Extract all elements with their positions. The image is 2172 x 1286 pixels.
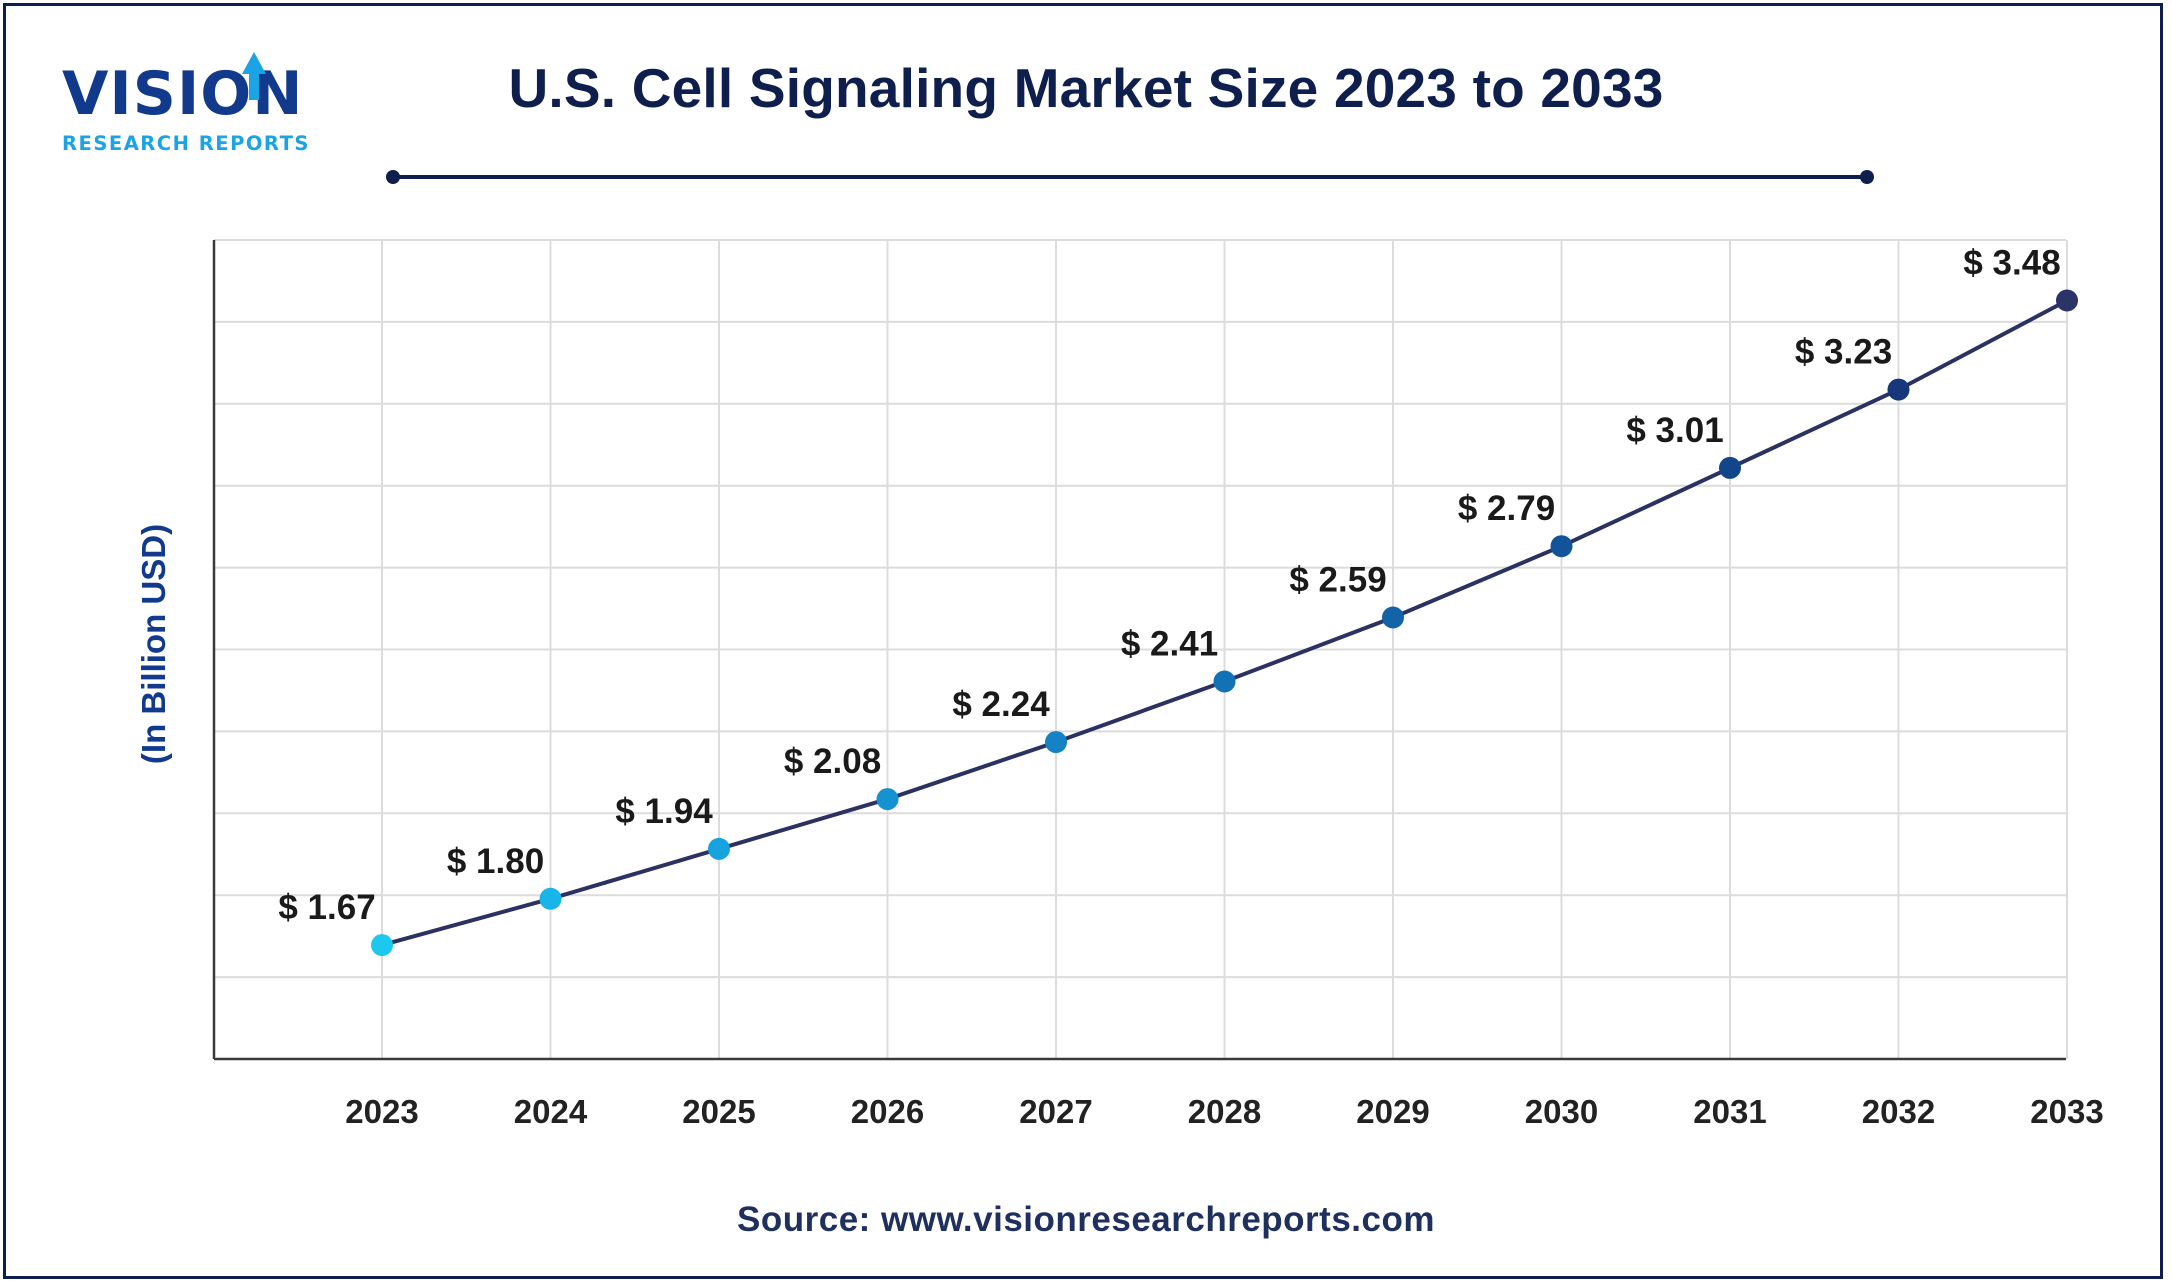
data-point: [1045, 731, 1067, 754]
data-labels: $ 1.67 $ 1.80 $ 1.94 $ 2.08 $ 2.24 $ 2.41 $ 2.…: [278, 244, 2060, 928]
x-tick-label: 2023: [345, 1093, 418, 1130]
data-label: $ 2.59: [1289, 561, 1386, 600]
chart-title: U.S. Cell Signaling Market Size 2023 to …: [508, 57, 1664, 119]
data-point: [539, 887, 562, 910]
x-tick-label: 2030: [1525, 1093, 1598, 1130]
data-label: $ 2.24: [952, 685, 1050, 724]
x-tick-label: 2029: [1356, 1093, 1429, 1130]
chart-frame: [3, 3, 2163, 1279]
x-tick-label: 2024: [514, 1093, 588, 1130]
data-label: $ 3.23: [1795, 333, 1892, 372]
data-label: $ 2.79: [1458, 489, 1555, 528]
data-point: [1382, 606, 1404, 629]
x-tick-labels: 2023 2024 2025 2026 2027 2028 2029 2030 2031 2032…: [345, 1093, 2103, 1130]
data-label: $ 3.48: [1963, 244, 2060, 283]
data-label: $ 2.41: [1121, 625, 1218, 664]
x-tick-label: 2026: [851, 1093, 924, 1130]
x-tick-label: 2027: [1019, 1093, 1092, 1130]
x-tick-label: 2032: [1862, 1093, 1935, 1130]
data-points: [371, 289, 2078, 957]
source-text: Source: www.visionresearchreports.com: [737, 1200, 1435, 1239]
x-tick-label: 2031: [1693, 1093, 1766, 1130]
data-point: [1887, 378, 1910, 401]
data-point: [371, 934, 393, 957]
logo-tagline: RESEARCH REPORTS: [62, 132, 310, 155]
data-point: [1719, 456, 1741, 479]
vision-logo: VISION RESEARCH REPORTS: [62, 50, 308, 160]
data-point: [1213, 670, 1236, 693]
x-tick-label: 2033: [2030, 1093, 2103, 1130]
data-label: $ 3.01: [1626, 411, 1723, 450]
x-tick-label: 2025: [682, 1093, 755, 1130]
axes: [212, 240, 2066, 1061]
data-label: $ 2.08: [784, 742, 881, 781]
data-point: [708, 837, 730, 860]
data-point: [2056, 289, 2078, 312]
data-point: [876, 788, 899, 811]
data-point: [1550, 535, 1573, 558]
title-divider: [386, 170, 1874, 184]
logo-arrow-icon: [242, 52, 266, 100]
data-label: $ 1.94: [615, 792, 713, 831]
data-label: $ 1.67: [278, 888, 375, 927]
data-label: $ 1.80: [447, 842, 544, 881]
grid-lines: [214, 239, 2068, 1059]
x-tick-label: 2028: [1188, 1093, 1261, 1130]
